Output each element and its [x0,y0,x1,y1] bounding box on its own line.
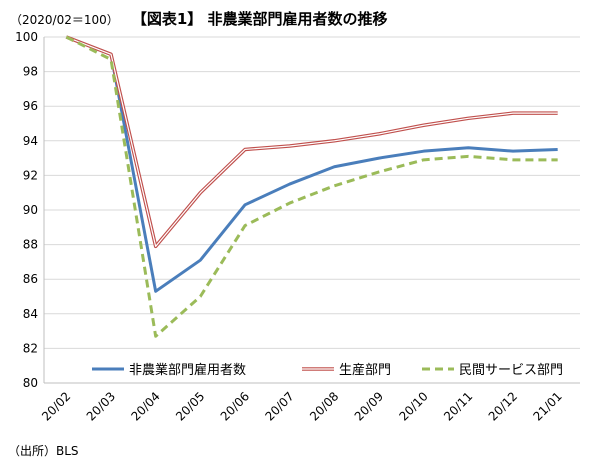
x-tick-label: 20/06 [218,389,252,423]
y-axis: 80 82 84 86 88 90 92 94 96 98 100 [15,30,45,390]
x-tick-label: 21/01 [530,389,564,423]
chart-title: 【図表1】 非農業部門雇用者数の推移 [131,10,388,28]
legend-label: 非農業部門雇用者数 [129,362,246,378]
x-axis: 20/02 20/03 20/04 20/05 20/06 20/07 20/08 20/09… [39,382,580,424]
series-lines [65,35,558,338]
x-tick-label: 20/10 [396,389,430,423]
x-tick-label: 20/11 [441,389,475,423]
x-tick-label: 20/04 [128,389,162,423]
x-tick-label: 20/07 [262,389,296,423]
legend: 非農業部門雇用者数 生産部門 民間サービス部門 [92,362,563,378]
y-tick-label: 92 [23,168,38,182]
y-tick-label: 84 [23,307,38,321]
series-line-3 [65,35,558,338]
source-note: （出所）BLS [8,444,79,458]
y-tick-label: 82 [23,341,38,355]
y-tick-label: 94 [23,134,38,148]
x-tick-label: 20/05 [173,389,207,423]
x-tick-label: 20/12 [486,389,520,423]
gridlines [44,36,580,384]
x-tick-label: 20/09 [352,389,386,423]
chart-header: （2020/02＝100） 【図表1】 非農業部門雇用者数の推移 [10,8,388,29]
y-tick-label: 96 [23,99,38,113]
y-tick-label: 90 [23,203,38,217]
x-tick-label: 20/03 [84,389,118,423]
y-tick-label: 98 [23,65,38,79]
x-tick-label: 20/08 [307,389,341,423]
legend-label: 生産部門 [339,362,391,378]
y-tick-label: 86 [23,272,38,286]
legend-label: 民間サービス部門 [459,363,563,378]
y-tick-label: 88 [23,238,38,252]
series-line-2-inner [66,36,558,247]
y-tick-label: 80 [23,376,38,390]
x-tick-label: 20/02 [39,389,73,423]
series-line-1 [65,35,558,293]
y-tick-label: 100 [15,30,38,44]
base-note: （2020/02＝100） [10,13,119,27]
